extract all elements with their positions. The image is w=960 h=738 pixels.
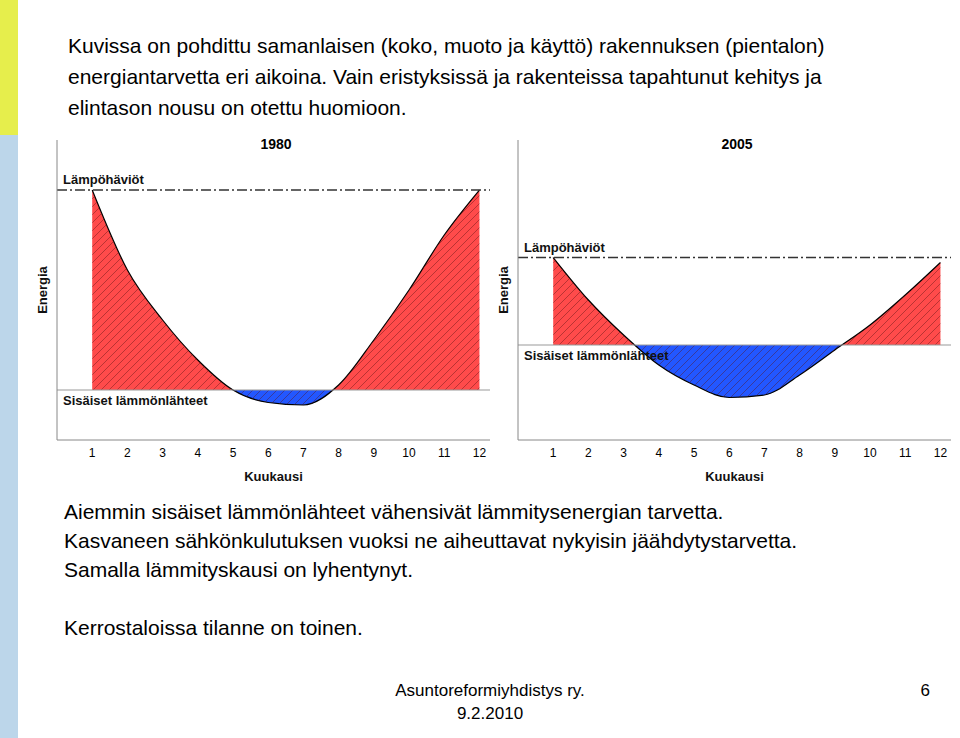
svg-text:4: 4 — [194, 446, 201, 460]
html-text:Asuntoreformiyhdistys ry.: Asuntoreformiyhdistys ry. — [395, 681, 585, 700]
svg-text:4: 4 — [655, 446, 662, 460]
html-text:6: 6 — [920, 681, 930, 700]
svg-text:6: 6 — [726, 446, 733, 460]
svg-text:5: 5 — [691, 446, 698, 460]
svg-text:10: 10 — [402, 446, 416, 460]
svg-text:2: 2 — [585, 446, 592, 460]
html-text:Aiemmin sisäiset lämmönlähteet: Aiemmin sisäiset lämmönlähteet vähensivä… — [64, 500, 724, 523]
svg-text:1: 1 — [550, 446, 557, 460]
svg-text:11: 11 — [438, 446, 451, 460]
svg-text:8: 8 — [335, 446, 342, 460]
svg-text:7: 7 — [300, 446, 307, 460]
html-text:2005: 2005 — [721, 136, 753, 152]
svg-text:8: 8 — [796, 446, 803, 460]
html-text:Kuvissa on pohdittu samanlaise: Kuvissa on pohdittu samanlaisen (koko, m… — [68, 34, 825, 119]
svg-text:Lämpöhäviöt: Lämpöhäviöt — [524, 240, 606, 255]
html-text:1980: 1980 — [260, 136, 292, 152]
svg-text:1: 1 — [89, 446, 96, 460]
svg-text:10: 10 — [863, 446, 877, 460]
html-text:Samalla lämmityskausi on lyhen: Samalla lämmityskausi on lyhentynyt. — [64, 558, 413, 581]
svg-text:Sisäiset lämmönlähteet: Sisäiset lämmönlähteet — [524, 348, 669, 363]
svg-text:9: 9 — [370, 446, 377, 460]
svg-text:3: 3 — [159, 446, 166, 460]
html-text:Kerrostaloissa tilanne on toin: Kerrostaloissa tilanne on toinen. — [64, 616, 363, 639]
svg-text:3: 3 — [620, 446, 627, 460]
svg-text:Energia: Energia — [496, 265, 511, 313]
svg-text:9: 9 — [831, 446, 838, 460]
svg-text:Kuukausi: Kuukausi — [244, 469, 303, 484]
svg-text:Kuukausi: Kuukausi — [705, 469, 764, 484]
svg-text:2: 2 — [124, 446, 131, 460]
svg-text:Lämpöhäviöt: Lämpöhäviöt — [63, 172, 145, 187]
svg-text:5: 5 — [230, 446, 237, 460]
html-text:9.2.2010: 9.2.2010 — [456, 704, 524, 723]
svg-text:12: 12 — [934, 446, 948, 460]
svg-text:6: 6 — [265, 446, 272, 460]
html-text:Kasvaneen sähkönkulutuksen vuo: Kasvaneen sähkönkulutuksen vuoksi ne aih… — [64, 529, 798, 552]
svg-text:12: 12 — [473, 446, 487, 460]
svg-text:Energia: Energia — [35, 265, 50, 313]
svg-text:7: 7 — [761, 446, 768, 460]
svg-text:11: 11 — [899, 446, 912, 460]
svg-text:Sisäiset lämmönlähteet: Sisäiset lämmönlähteet — [63, 393, 208, 408]
